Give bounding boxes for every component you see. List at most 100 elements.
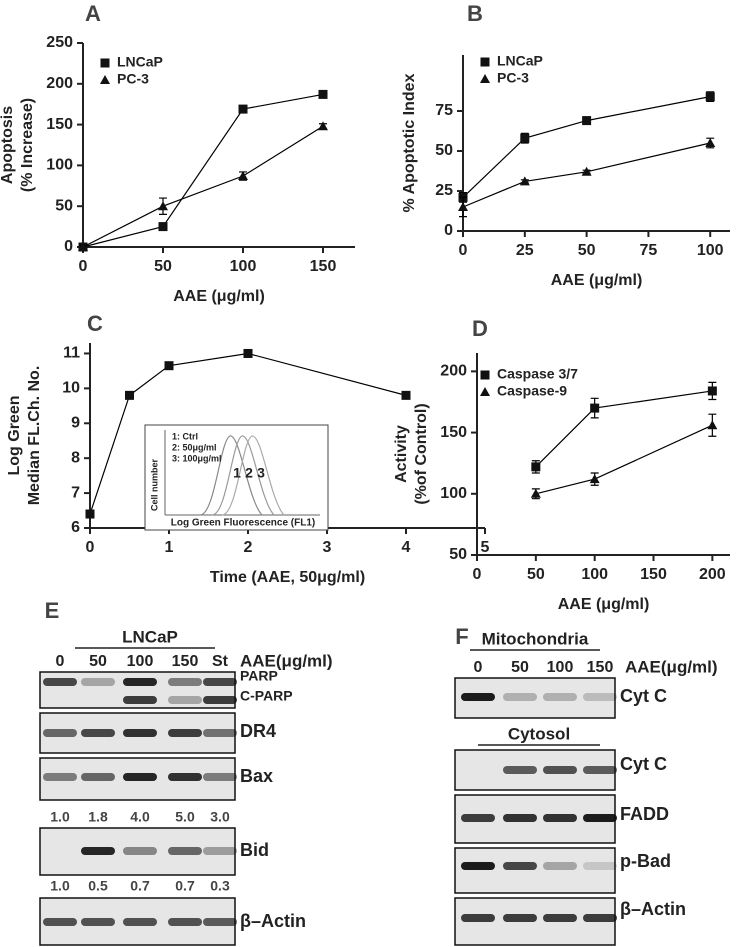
lane-label: 50 xyxy=(511,659,529,676)
band xyxy=(203,773,237,781)
legend-marker xyxy=(480,74,490,83)
data-line xyxy=(82,93,324,248)
inset-peak-label: 1 xyxy=(233,465,241,481)
marker xyxy=(318,121,328,131)
band xyxy=(203,678,237,686)
legend-marker xyxy=(480,57,490,67)
group-label: Mitochondria xyxy=(482,629,589,648)
y-tick-label: 75 xyxy=(435,102,453,119)
x-axis-label: AAE (μg/ml) xyxy=(551,272,643,289)
panel-label: E xyxy=(45,598,60,623)
inset-curve xyxy=(199,435,263,516)
x-tick-label: 0 xyxy=(459,242,468,259)
band xyxy=(543,693,577,701)
quant-label: 0.3 xyxy=(210,878,230,894)
marker xyxy=(238,104,248,114)
band xyxy=(203,847,237,855)
legend-entry: Caspase-9 xyxy=(480,383,567,399)
band xyxy=(503,914,537,922)
legend-label: PC-3 xyxy=(497,70,529,86)
row-label: DR4 xyxy=(240,721,276,741)
band xyxy=(543,814,577,822)
y-tick-label: 50 xyxy=(435,142,453,159)
y-tick-label: 25 xyxy=(435,182,453,199)
x-tick-label: 5 xyxy=(481,539,490,556)
band xyxy=(503,766,537,774)
x-tick-label: 100 xyxy=(697,242,724,259)
x-axis-label: AAE (μg/ml) xyxy=(558,596,650,613)
band xyxy=(503,693,537,701)
band xyxy=(503,862,537,870)
marker xyxy=(519,176,530,186)
band xyxy=(461,693,495,701)
x-axis-label: AAE (μg/ml) xyxy=(173,288,265,305)
legend-entry: PC-3 xyxy=(480,70,529,86)
x-tick-label: 2 xyxy=(244,539,253,556)
panel-label: B xyxy=(467,1,483,26)
inset-y-label: Cell number xyxy=(149,459,159,512)
data-line xyxy=(462,142,711,208)
marker xyxy=(85,509,95,519)
y-tick-label: 7 xyxy=(71,484,80,501)
y-tick-label: 9 xyxy=(71,415,80,432)
band xyxy=(168,847,202,855)
x-tick-label: 200 xyxy=(699,566,726,583)
marker xyxy=(158,222,168,232)
x-tick-label: 75 xyxy=(640,242,658,259)
marker xyxy=(707,386,717,396)
quant-label: 0.5 xyxy=(88,878,108,894)
x-axis-label: Time (AAE, 50μg/ml) xyxy=(210,569,365,586)
lane-label: St xyxy=(212,653,229,670)
quant-label: 4.0 xyxy=(130,809,150,825)
x-tick-label: 0 xyxy=(79,258,88,275)
panel-label: A xyxy=(85,1,101,26)
unit-label: AAE(μg/ml) xyxy=(240,651,333,670)
band xyxy=(543,914,577,922)
marker xyxy=(318,89,328,99)
legend-label: LNCaP xyxy=(117,54,163,70)
blot-box xyxy=(39,827,236,876)
band xyxy=(123,678,157,686)
x-tick-label: 100 xyxy=(230,258,257,275)
x-tick-label: 25 xyxy=(516,242,534,259)
quant-label: 1.8 xyxy=(88,809,108,825)
y-axis-label: (%of Control) xyxy=(413,403,430,504)
quant-label: 1.0 xyxy=(50,809,70,825)
marker xyxy=(707,420,718,430)
y-tick-label: 150 xyxy=(440,424,467,441)
y-tick-label: 0 xyxy=(64,238,73,255)
y-tick-label: 200 xyxy=(440,363,467,380)
marker xyxy=(238,171,248,181)
band xyxy=(583,862,617,870)
band xyxy=(43,918,77,926)
legend-label: LNCaP xyxy=(497,53,543,69)
panel-label: C xyxy=(87,311,103,336)
quant-label: 5.0 xyxy=(175,809,195,825)
band xyxy=(543,862,577,870)
row-label: Bid xyxy=(240,840,269,860)
lane-label: 50 xyxy=(89,653,107,670)
x-tick-label: 100 xyxy=(581,566,608,583)
legend-marker xyxy=(480,387,490,396)
data-line xyxy=(535,390,713,468)
inset-x-label: Log Green Fluorescence (FL1) xyxy=(171,518,315,529)
x-tick-label: 4 xyxy=(402,539,411,556)
y-tick-label: 150 xyxy=(46,116,73,133)
band xyxy=(461,862,495,870)
band xyxy=(583,814,617,822)
marker xyxy=(458,202,468,211)
x-tick-label: 0 xyxy=(86,539,95,556)
band xyxy=(123,729,157,737)
legend-marker xyxy=(100,58,110,68)
row-label: β–Actin xyxy=(240,911,306,931)
y-axis-label: Activity xyxy=(393,425,410,483)
inset-curve xyxy=(211,435,275,516)
y-tick-label: 10 xyxy=(62,380,80,397)
unit-label: AAE(μg/ml) xyxy=(625,657,718,676)
band xyxy=(168,678,202,686)
lane-label: 0 xyxy=(474,659,483,676)
band xyxy=(583,914,617,922)
row-label: Cyt C xyxy=(620,754,667,774)
band xyxy=(168,918,202,926)
legend-label: Caspase-9 xyxy=(497,383,567,399)
